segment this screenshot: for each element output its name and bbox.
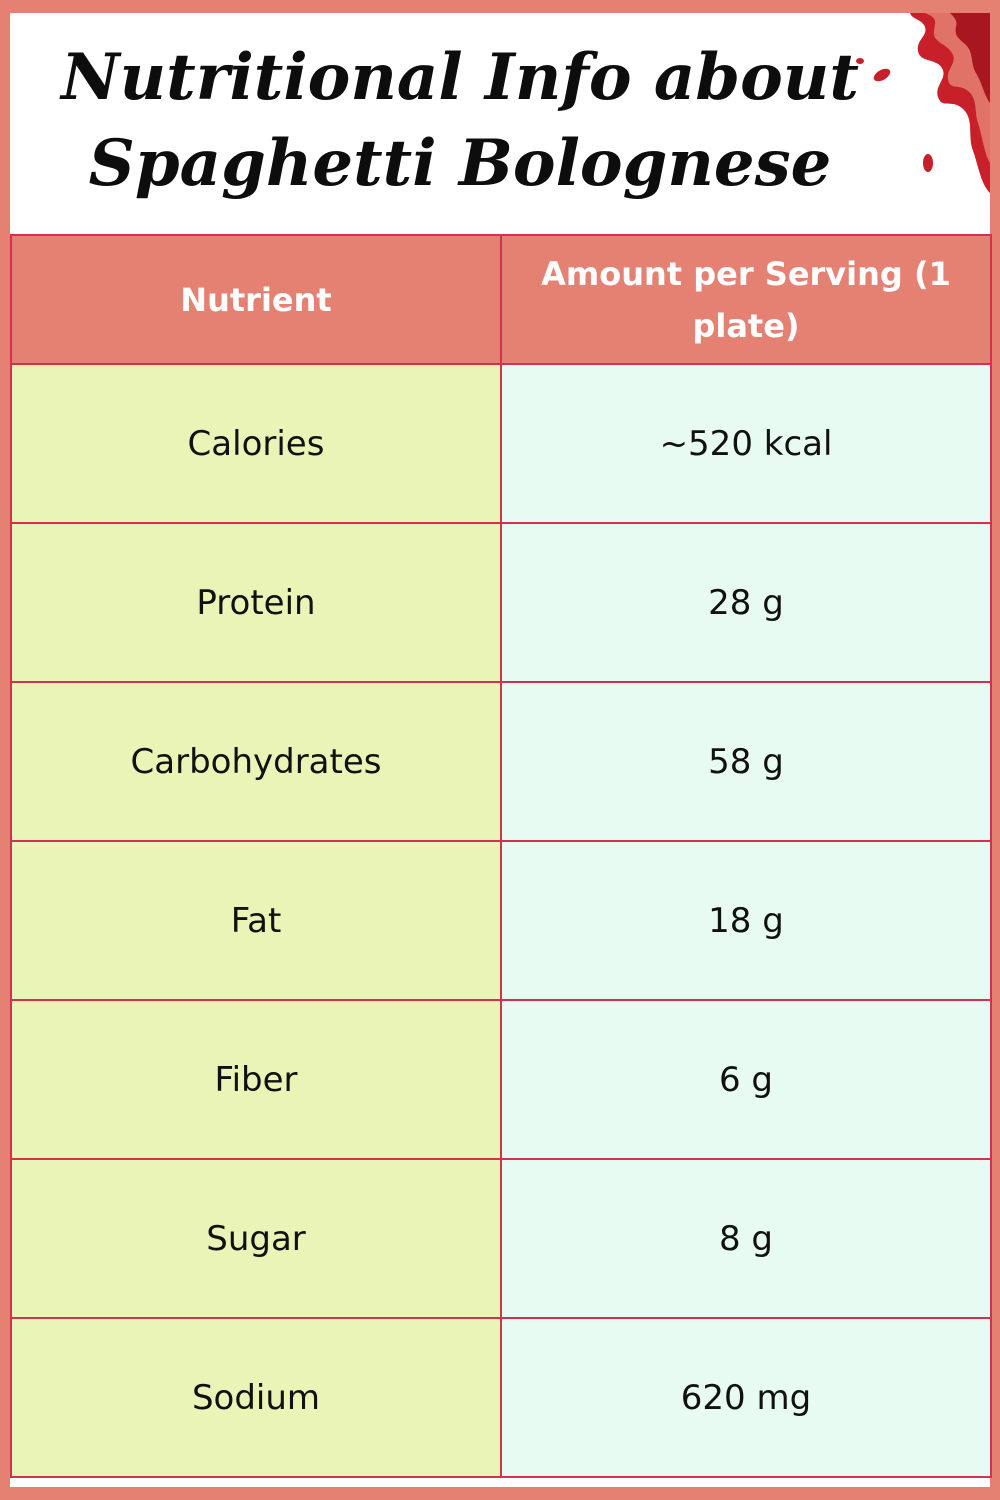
title-line-1: Nutritional Info about	[61, 40, 859, 115]
amount-cell: 28 g	[500, 522, 992, 683]
title-line-2: Spaghetti Bolognese	[88, 126, 832, 201]
amount-cell: ~520 kcal	[500, 363, 992, 524]
amount-cell: 620 mg	[500, 1317, 992, 1478]
page-title: Nutritional Info about Spaghetti Bologne…	[10, 35, 910, 207]
nutrition-table: Nutrient Amount per Serving (1 plate) Ca…	[10, 234, 992, 1478]
sauce-splash-icon	[856, 13, 990, 193]
table-row: Carbohydrates 58 g	[10, 681, 992, 842]
table-header-row: Nutrient Amount per Serving (1 plate)	[10, 234, 992, 365]
header-nutrient: Nutrient	[10, 234, 502, 365]
table-row: Calories ~520 kcal	[10, 363, 992, 524]
nutrient-cell: Calories	[10, 363, 502, 524]
table-row: Fat 18 g	[10, 840, 992, 1001]
nutrient-cell: Sodium	[10, 1317, 502, 1478]
nutrient-cell: Fiber	[10, 999, 502, 1160]
nutrient-cell: Protein	[10, 522, 502, 683]
table-row: Protein 28 g	[10, 522, 992, 683]
nutrient-cell: Carbohydrates	[10, 681, 502, 842]
nutrient-cell: Sugar	[10, 1158, 502, 1319]
amount-cell: 18 g	[500, 840, 992, 1001]
table-row: Sodium 620 mg	[10, 1317, 992, 1478]
nutrient-cell: Fat	[10, 840, 502, 1001]
amount-cell: 6 g	[500, 999, 992, 1160]
table-row: Sugar 8 g	[10, 1158, 992, 1319]
table-row: Fiber 6 g	[10, 999, 992, 1160]
amount-cell: 8 g	[500, 1158, 992, 1319]
header-amount: Amount per Serving (1 plate)	[500, 234, 992, 365]
amount-cell: 58 g	[500, 681, 992, 842]
